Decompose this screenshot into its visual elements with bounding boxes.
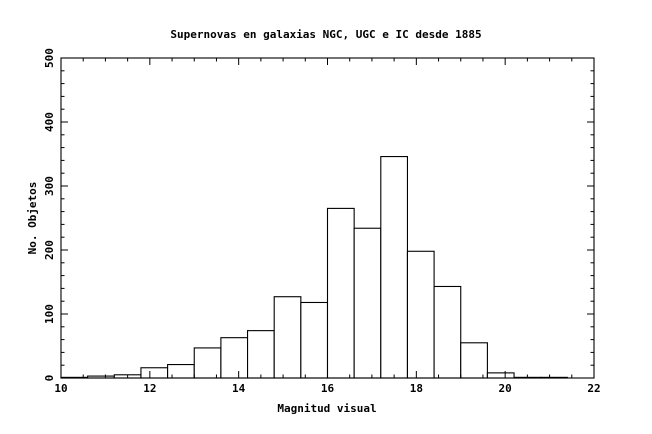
y-axis-label: No. Objetos [26, 182, 39, 255]
chart-title: Supernovas en galaxias NGC, UGC e IC des… [170, 28, 481, 41]
histogram-bar-3 [140, 367, 169, 379]
histogram-bar-6 [220, 337, 249, 379]
plot-frame [60, 57, 595, 379]
histogram-bar-9 [300, 301, 329, 379]
x-tick-label: 12 [143, 382, 156, 395]
histogram-bar-11 [353, 227, 382, 379]
x-tick-label: 16 [321, 382, 335, 395]
histogram-bars [60, 156, 568, 379]
y-tick-label: 100 [43, 304, 56, 324]
histogram-bar-13 [406, 250, 435, 379]
x-tick-label: 10 [54, 382, 67, 395]
histogram-bar-16 [486, 372, 515, 379]
histogram-bar-14 [433, 285, 462, 379]
histogram-bar-5 [193, 347, 222, 379]
histogram-bar-10 [326, 207, 355, 379]
histogram-bar-15 [460, 342, 488, 379]
x-tick-label: 20 [499, 382, 512, 395]
x-tick-label: 18 [410, 382, 423, 395]
y-tick-label: 0 [43, 375, 56, 382]
histogram-bar-8 [273, 296, 302, 379]
histogram-bar-7 [247, 330, 275, 379]
y-tick-label: 300 [43, 176, 56, 196]
x-axis-label: Magnitud visual [277, 402, 376, 415]
x-tick-label: 22 [587, 382, 600, 395]
y-tick-label: 500 [43, 48, 56, 68]
x-tick-label: 14 [232, 382, 246, 395]
axis-tick-labels: 10 12 14 16 18 20 22 0 100 200 300 400 500 [43, 48, 601, 395]
y-tick-label: 400 [43, 112, 56, 132]
histogram-bar-12 [380, 156, 408, 379]
y-tick-label: 200 [43, 240, 56, 260]
